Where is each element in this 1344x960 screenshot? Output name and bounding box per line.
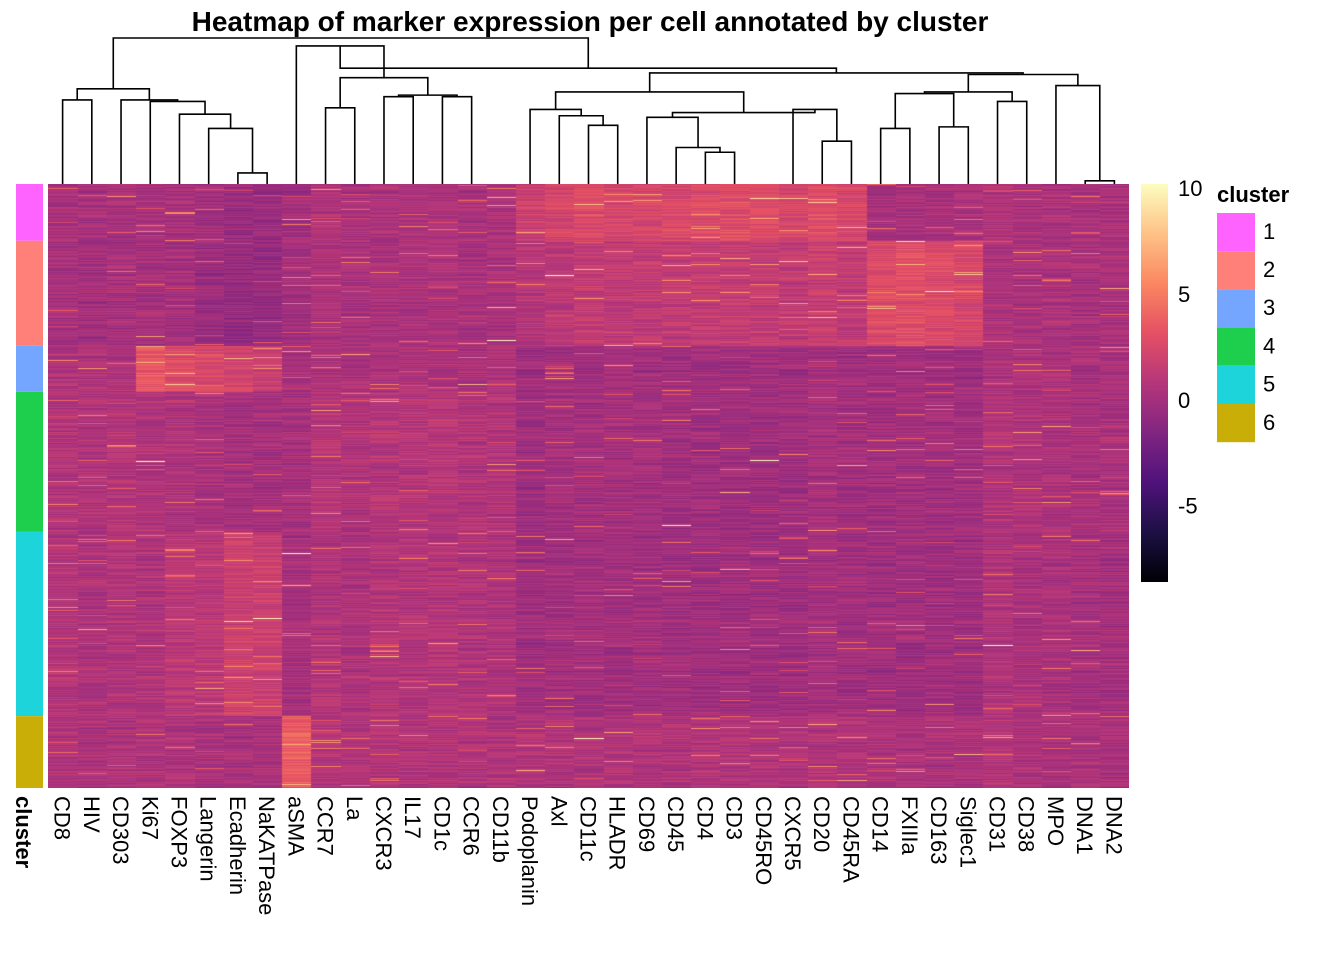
- dendrogram-link: [324, 107, 356, 184]
- marker-label: DNA1: [1072, 796, 1097, 855]
- colorbar-tick-label: 0: [1178, 388, 1190, 413]
- dendrogram-link: [441, 95, 473, 184]
- marker-label: CD11b: [488, 796, 513, 863]
- marker-label: CD1c: [429, 796, 454, 851]
- marker-label: HLADR: [605, 796, 630, 871]
- colorbar-gradient: [1141, 184, 1168, 582]
- dendrogram-link: [587, 124, 619, 184]
- legend-swatch-cluster-4: [1217, 327, 1255, 366]
- heatmap-cells: [48, 184, 1129, 788]
- dendrogram-link: [339, 45, 838, 73]
- marker-label: CD69: [634, 796, 659, 852]
- marker-label: CXCR5: [780, 796, 805, 871]
- annotation-cluster-4: [16, 391, 43, 532]
- dendrogram-link: [529, 108, 582, 184]
- marker-label: CD8: [50, 796, 75, 840]
- annotation-cluster-1: [16, 184, 43, 241]
- cluster-legend: cluster 1 2 3 4 5 6: [1217, 182, 1290, 443]
- annotation-cluster-6: [16, 716, 43, 788]
- marker-label: CD45: [663, 796, 688, 852]
- legend-label: 5: [1263, 372, 1275, 397]
- marker-label: CD303: [108, 796, 133, 864]
- legend-swatch-cluster-6: [1217, 404, 1255, 443]
- marker-label: CD3: [722, 796, 747, 840]
- dendrogram-link: [237, 172, 268, 184]
- dendrogram-link: [648, 72, 1024, 92]
- column-dendrogram: [61, 37, 1116, 184]
- dendrogram-link: [879, 127, 911, 184]
- annotation-axis-label: cluster: [11, 796, 36, 869]
- marker-label: Axl: [546, 796, 571, 827]
- dendrogram-link: [558, 114, 604, 184]
- marker-label: Langerin: [196, 796, 221, 882]
- cluster-legend-title: cluster: [1217, 182, 1290, 207]
- dendrogram-link: [967, 73, 1079, 92]
- colorbar-tick-label: 5: [1178, 282, 1190, 307]
- marker-label: NaKATPase: [254, 796, 279, 915]
- marker-label: CD14: [868, 796, 893, 852]
- legend-swatch-cluster-2: [1217, 251, 1255, 290]
- dendrogram-link: [178, 113, 232, 184]
- annotation-cluster-5: [16, 531, 43, 717]
- annotation-cluster-2: [16, 240, 43, 346]
- dendrogram-link: [61, 99, 93, 184]
- dendrogram-link: [554, 91, 745, 113]
- marker-label: CD11c: [576, 796, 601, 862]
- legend-label: 3: [1263, 295, 1275, 320]
- marker-label: FXIIIa: [897, 796, 922, 855]
- legend-label: 2: [1263, 257, 1275, 282]
- legend-label: 1: [1263, 219, 1275, 244]
- dendrogram-link: [792, 108, 838, 184]
- dendrogram-link: [671, 109, 816, 118]
- marker-label: La: [342, 796, 367, 821]
- marker-label: Podoplanin: [517, 796, 542, 906]
- marker-label: aSMA: [283, 796, 308, 856]
- marker-label: CD45RO: [751, 796, 776, 885]
- marker-label: Ki67: [137, 796, 162, 840]
- dendrogram-link: [120, 99, 179, 184]
- color-scale-legend: -5 0 5 10: [1141, 176, 1202, 582]
- marker-label: CCR7: [313, 796, 338, 856]
- dendrogram-link: [76, 87, 151, 100]
- marker-label: HIV: [79, 796, 104, 833]
- legend-swatch-cluster-1: [1217, 213, 1255, 252]
- colorbar-tick-label: 10: [1178, 176, 1202, 201]
- dendrogram-link: [207, 127, 254, 184]
- legend-label: 6: [1263, 410, 1275, 435]
- marker-label: CD4: [692, 796, 717, 840]
- dendrogram-link: [1084, 180, 1116, 184]
- dendrogram-link: [704, 151, 736, 184]
- marker-label: FOXP3: [166, 796, 191, 868]
- marker-label: Siglec1: [955, 796, 980, 868]
- marker-labels: CD8 HIV CD303 Ki67 FOXP3 Langerin Ecadherin NaK…: [50, 796, 1127, 915]
- annotation-cluster-3: [16, 345, 43, 392]
- chart-title: Heatmap of marker expression per cell an…: [192, 6, 989, 37]
- legend-swatch-cluster-5: [1217, 365, 1255, 404]
- marker-label: CD31: [985, 796, 1010, 852]
- marker-label: CCR6: [459, 796, 484, 856]
- marker-label: CD38: [1014, 796, 1039, 852]
- marker-label: CD163: [926, 796, 951, 864]
- colorbar-tick-label: -5: [1178, 494, 1198, 519]
- dendrogram-link: [646, 116, 699, 184]
- legend-swatch-cluster-3: [1217, 289, 1255, 328]
- heatmap-body: [48, 184, 1129, 788]
- marker-label: IL17: [400, 796, 425, 839]
- marker-label: DNA2: [1101, 796, 1126, 855]
- dendrogram-link: [383, 95, 415, 184]
- dendrogram-link: [821, 140, 853, 184]
- marker-label: CD20: [809, 796, 834, 852]
- dendrogram-link: [1055, 84, 1101, 184]
- legend-label: 4: [1263, 333, 1275, 358]
- marker-label: CD45RA: [838, 796, 863, 883]
- marker-label: Ecadherin: [225, 796, 250, 895]
- dendrogram-link: [112, 37, 590, 89]
- dendrogram-link: [996, 100, 1028, 184]
- dendrogram-link: [938, 126, 970, 184]
- marker-label: CXCR3: [371, 796, 396, 871]
- cluster-annotation-bar: [16, 184, 43, 788]
- marker-label: MPO: [1043, 796, 1068, 846]
- dendrogram-link: [894, 92, 955, 129]
